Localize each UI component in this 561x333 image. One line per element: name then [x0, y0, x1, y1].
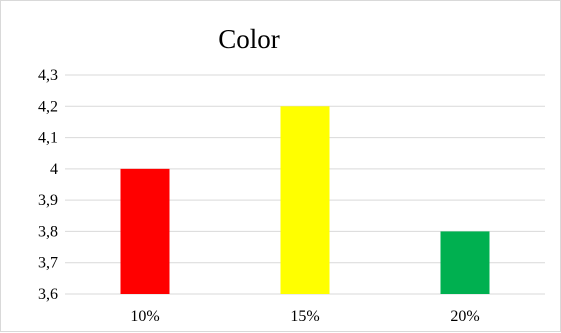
- y-tick-label: 4,3: [38, 67, 58, 84]
- bar-1: [120, 168, 170, 294]
- x-tick-label: 15%: [290, 308, 319, 325]
- y-tick-label: 3,7: [38, 255, 58, 272]
- bar-2: [280, 106, 330, 295]
- bar-3: [440, 231, 490, 294]
- y-tick-label: 3,9: [38, 192, 58, 209]
- y-tick-label: 4,2: [38, 98, 58, 115]
- bars: [120, 106, 490, 295]
- x-axis-tick-labels: 10% 15% 20%: [130, 308, 479, 325]
- x-tick-label: 10%: [130, 308, 159, 325]
- x-tick-label: 20%: [450, 308, 479, 325]
- y-tick-label: 3,8: [38, 223, 58, 240]
- y-axis-tick-labels: 3,6 3,7 3,8 3,9 4 4,1 4,2 4,3: [38, 67, 58, 303]
- y-tick-label: 3,6: [38, 286, 58, 303]
- y-tick-label: 4: [50, 161, 58, 178]
- y-tick-label: 4,1: [38, 130, 58, 147]
- chart-title: Color: [218, 24, 280, 54]
